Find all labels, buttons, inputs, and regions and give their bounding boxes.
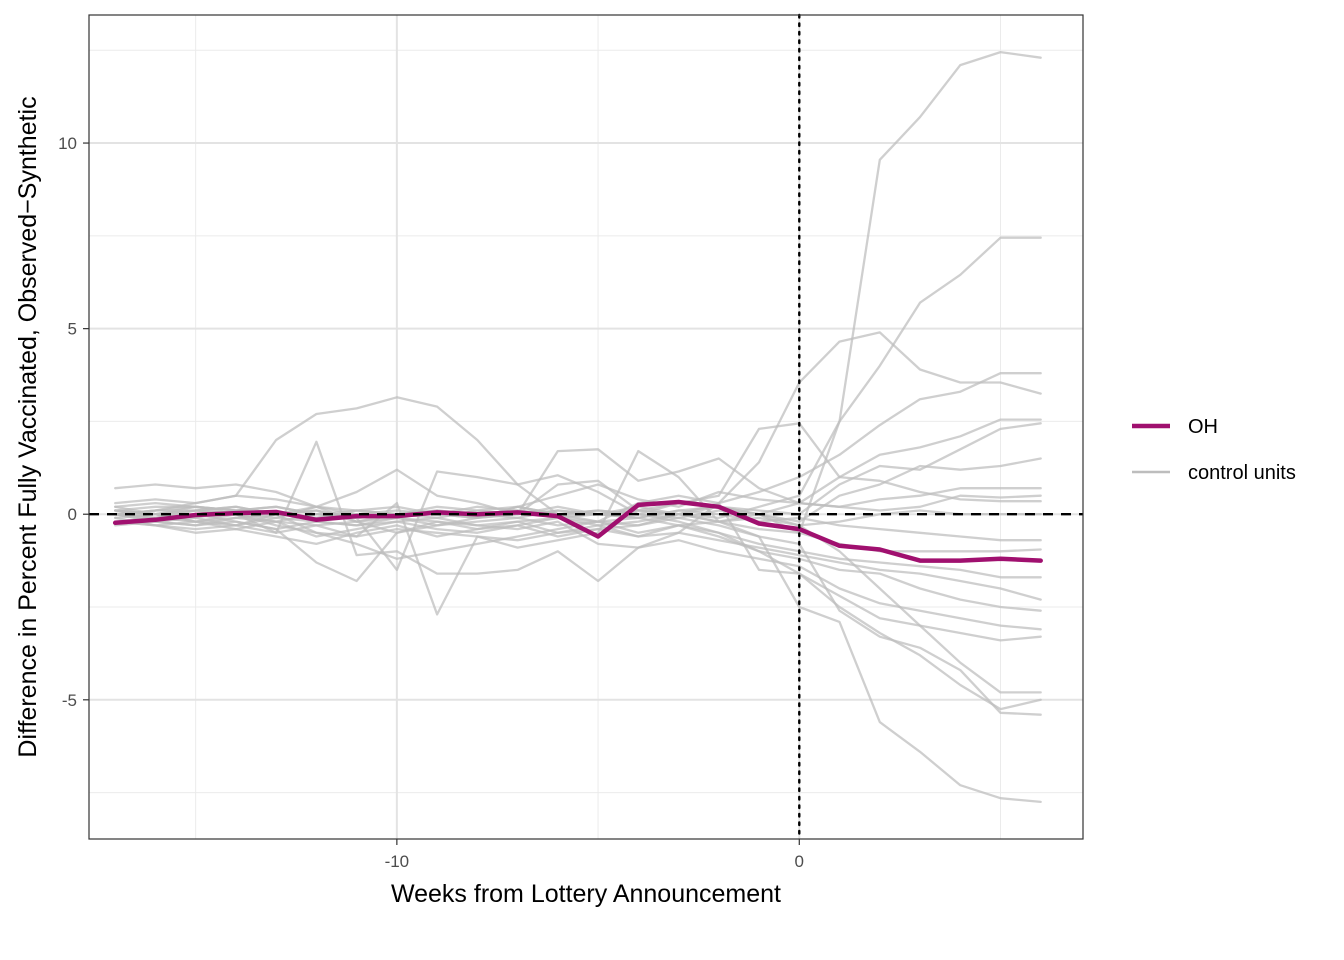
series-line-control-unit bbox=[114, 440, 1042, 711]
y-axis-title: Difference in Percent Fully Vaccinated, … bbox=[14, 96, 42, 757]
legend: OH control units bbox=[1132, 416, 1296, 484]
series-line-control-unit bbox=[114, 449, 1042, 694]
legend-label-oh: OH bbox=[1188, 416, 1218, 438]
series-line-control-unit bbox=[114, 513, 1042, 716]
minor-gridlines bbox=[89, 15, 1083, 839]
axis-ticks: -10 0 -5 0 5 10 bbox=[58, 134, 804, 871]
y-tick-label: 5 bbox=[68, 320, 77, 339]
reference-lines bbox=[89, 13, 1083, 841]
series-line-control-unit bbox=[114, 483, 1042, 534]
series-line-control-unit bbox=[114, 422, 1042, 520]
legend-label-control-units: control units bbox=[1188, 462, 1296, 484]
x-axis-title: Weeks from Lottery Announcement bbox=[391, 880, 781, 908]
plot-panel-background bbox=[89, 15, 1083, 839]
y-tick-label: -5 bbox=[62, 691, 77, 710]
y-tick-label: 0 bbox=[68, 505, 77, 524]
series-line-control-unit bbox=[114, 516, 1042, 579]
plot-panel-border bbox=[88, 14, 1084, 840]
series-line-control-unit bbox=[114, 470, 1042, 642]
series-line-control-unit bbox=[114, 372, 1042, 523]
series-line-control-unit bbox=[114, 513, 1042, 804]
y-tick-label: 10 bbox=[58, 134, 77, 153]
x-tick-label: 0 bbox=[795, 852, 804, 871]
x-tick-label: -10 bbox=[385, 852, 410, 871]
series-line-oh bbox=[112, 499, 1043, 563]
